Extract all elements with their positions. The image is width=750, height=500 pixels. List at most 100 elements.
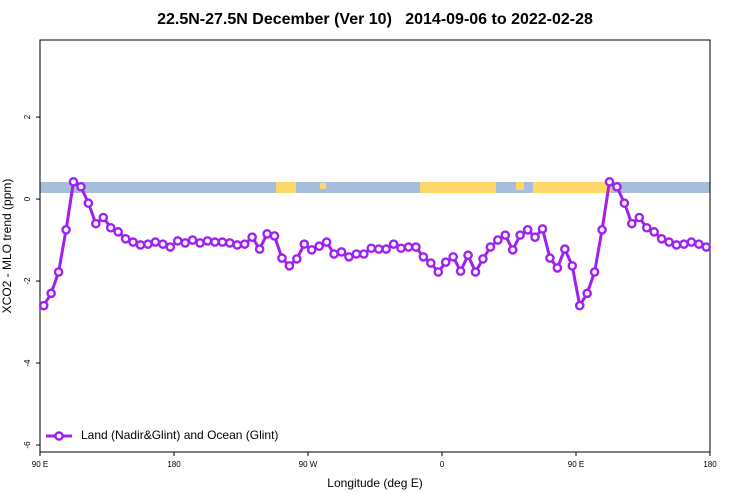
legend-marker <box>54 431 64 441</box>
x-tick-label: 180 <box>703 460 717 469</box>
data-point <box>396 243 406 254</box>
data-point <box>612 181 622 192</box>
data-point <box>120 234 131 244</box>
ocean-strip <box>40 182 710 193</box>
data-point <box>373 244 384 254</box>
data-point <box>344 252 354 262</box>
data-point <box>493 235 503 245</box>
data-point <box>522 225 533 235</box>
legend-label: Land (Nadir&Glint) and Ocean (Glint) <box>81 428 278 442</box>
data-point <box>574 300 585 311</box>
data-point <box>284 261 295 271</box>
data-point <box>306 245 317 255</box>
data-point <box>91 218 101 229</box>
data-point <box>589 267 600 277</box>
data-point <box>128 237 138 247</box>
data-point <box>232 240 243 250</box>
y-tick-label: 2 <box>23 114 32 119</box>
x-tick-label: 0 <box>440 460 445 469</box>
data-point <box>485 242 496 252</box>
data-point <box>359 249 369 259</box>
data-point <box>500 230 511 240</box>
x-axis-label: Longitude (deg E) <box>327 476 422 490</box>
data-point <box>217 237 228 247</box>
data-point <box>426 258 436 268</box>
data-point <box>165 242 176 252</box>
data-point <box>515 230 525 240</box>
data-point <box>254 244 265 254</box>
data-point <box>351 249 362 259</box>
data-point <box>277 253 287 263</box>
data-point <box>336 247 347 257</box>
data-point <box>61 225 71 235</box>
data-point <box>433 267 444 277</box>
data-point <box>634 212 645 223</box>
data-point <box>269 231 280 241</box>
data-point <box>46 288 56 299</box>
data-point <box>381 244 391 254</box>
data-point <box>649 227 659 237</box>
data-point <box>478 254 488 264</box>
data-point <box>507 245 518 255</box>
data-point <box>143 239 153 249</box>
data-point <box>239 239 250 249</box>
data-point <box>418 252 429 262</box>
data-point <box>187 235 198 245</box>
data-point <box>180 238 190 248</box>
data-point <box>537 224 548 234</box>
data-point <box>366 243 377 254</box>
data-point <box>567 261 578 271</box>
chart-title: 22.5N-27.5N December (Ver 10) 2014-09-06… <box>157 11 593 28</box>
y-tick-label: -4 <box>23 359 32 367</box>
data-point <box>210 237 220 247</box>
data-point <box>656 234 667 244</box>
land-strip <box>320 183 326 189</box>
data-point <box>247 232 257 242</box>
data-point <box>597 225 607 235</box>
x-tick-label: 90 E <box>568 460 584 469</box>
data-point <box>411 242 421 252</box>
data-point <box>299 239 310 249</box>
land-strip <box>276 182 296 193</box>
data-point <box>448 252 458 262</box>
data-point <box>694 239 704 249</box>
data-point <box>98 212 109 223</box>
x-tick-label: 180 <box>167 460 181 469</box>
data-point <box>664 237 674 247</box>
data-point <box>604 177 615 187</box>
data-point <box>38 300 49 311</box>
x-tick-label: 90 W <box>299 460 318 469</box>
data-point <box>76 181 86 192</box>
data-point <box>135 240 146 250</box>
data-point <box>470 267 481 277</box>
data-point <box>463 250 473 261</box>
data-point <box>105 222 116 233</box>
data-point <box>53 267 64 277</box>
data-point <box>560 244 570 254</box>
data-point <box>619 198 630 208</box>
data-point <box>225 238 235 248</box>
land-strip <box>516 182 524 190</box>
data-point <box>83 198 94 208</box>
y-tick-label: -6 <box>23 441 32 449</box>
data-point <box>641 222 652 233</box>
land-strip <box>420 182 496 193</box>
data-point <box>321 237 332 247</box>
data-point <box>388 239 399 249</box>
data-point <box>701 242 712 252</box>
data-point <box>582 288 592 299</box>
x-tick-label: 90 E <box>32 460 48 469</box>
data-point <box>627 218 637 229</box>
data-point <box>545 253 555 263</box>
data-point <box>440 257 451 267</box>
data-point <box>195 238 205 248</box>
data-point <box>150 237 161 247</box>
data-point <box>172 236 183 246</box>
y-tick-label: 0 <box>23 196 32 201</box>
data-point <box>113 227 123 237</box>
data-point <box>552 263 563 273</box>
data-point <box>671 240 682 250</box>
data-point <box>158 239 168 249</box>
data-point <box>403 242 414 252</box>
